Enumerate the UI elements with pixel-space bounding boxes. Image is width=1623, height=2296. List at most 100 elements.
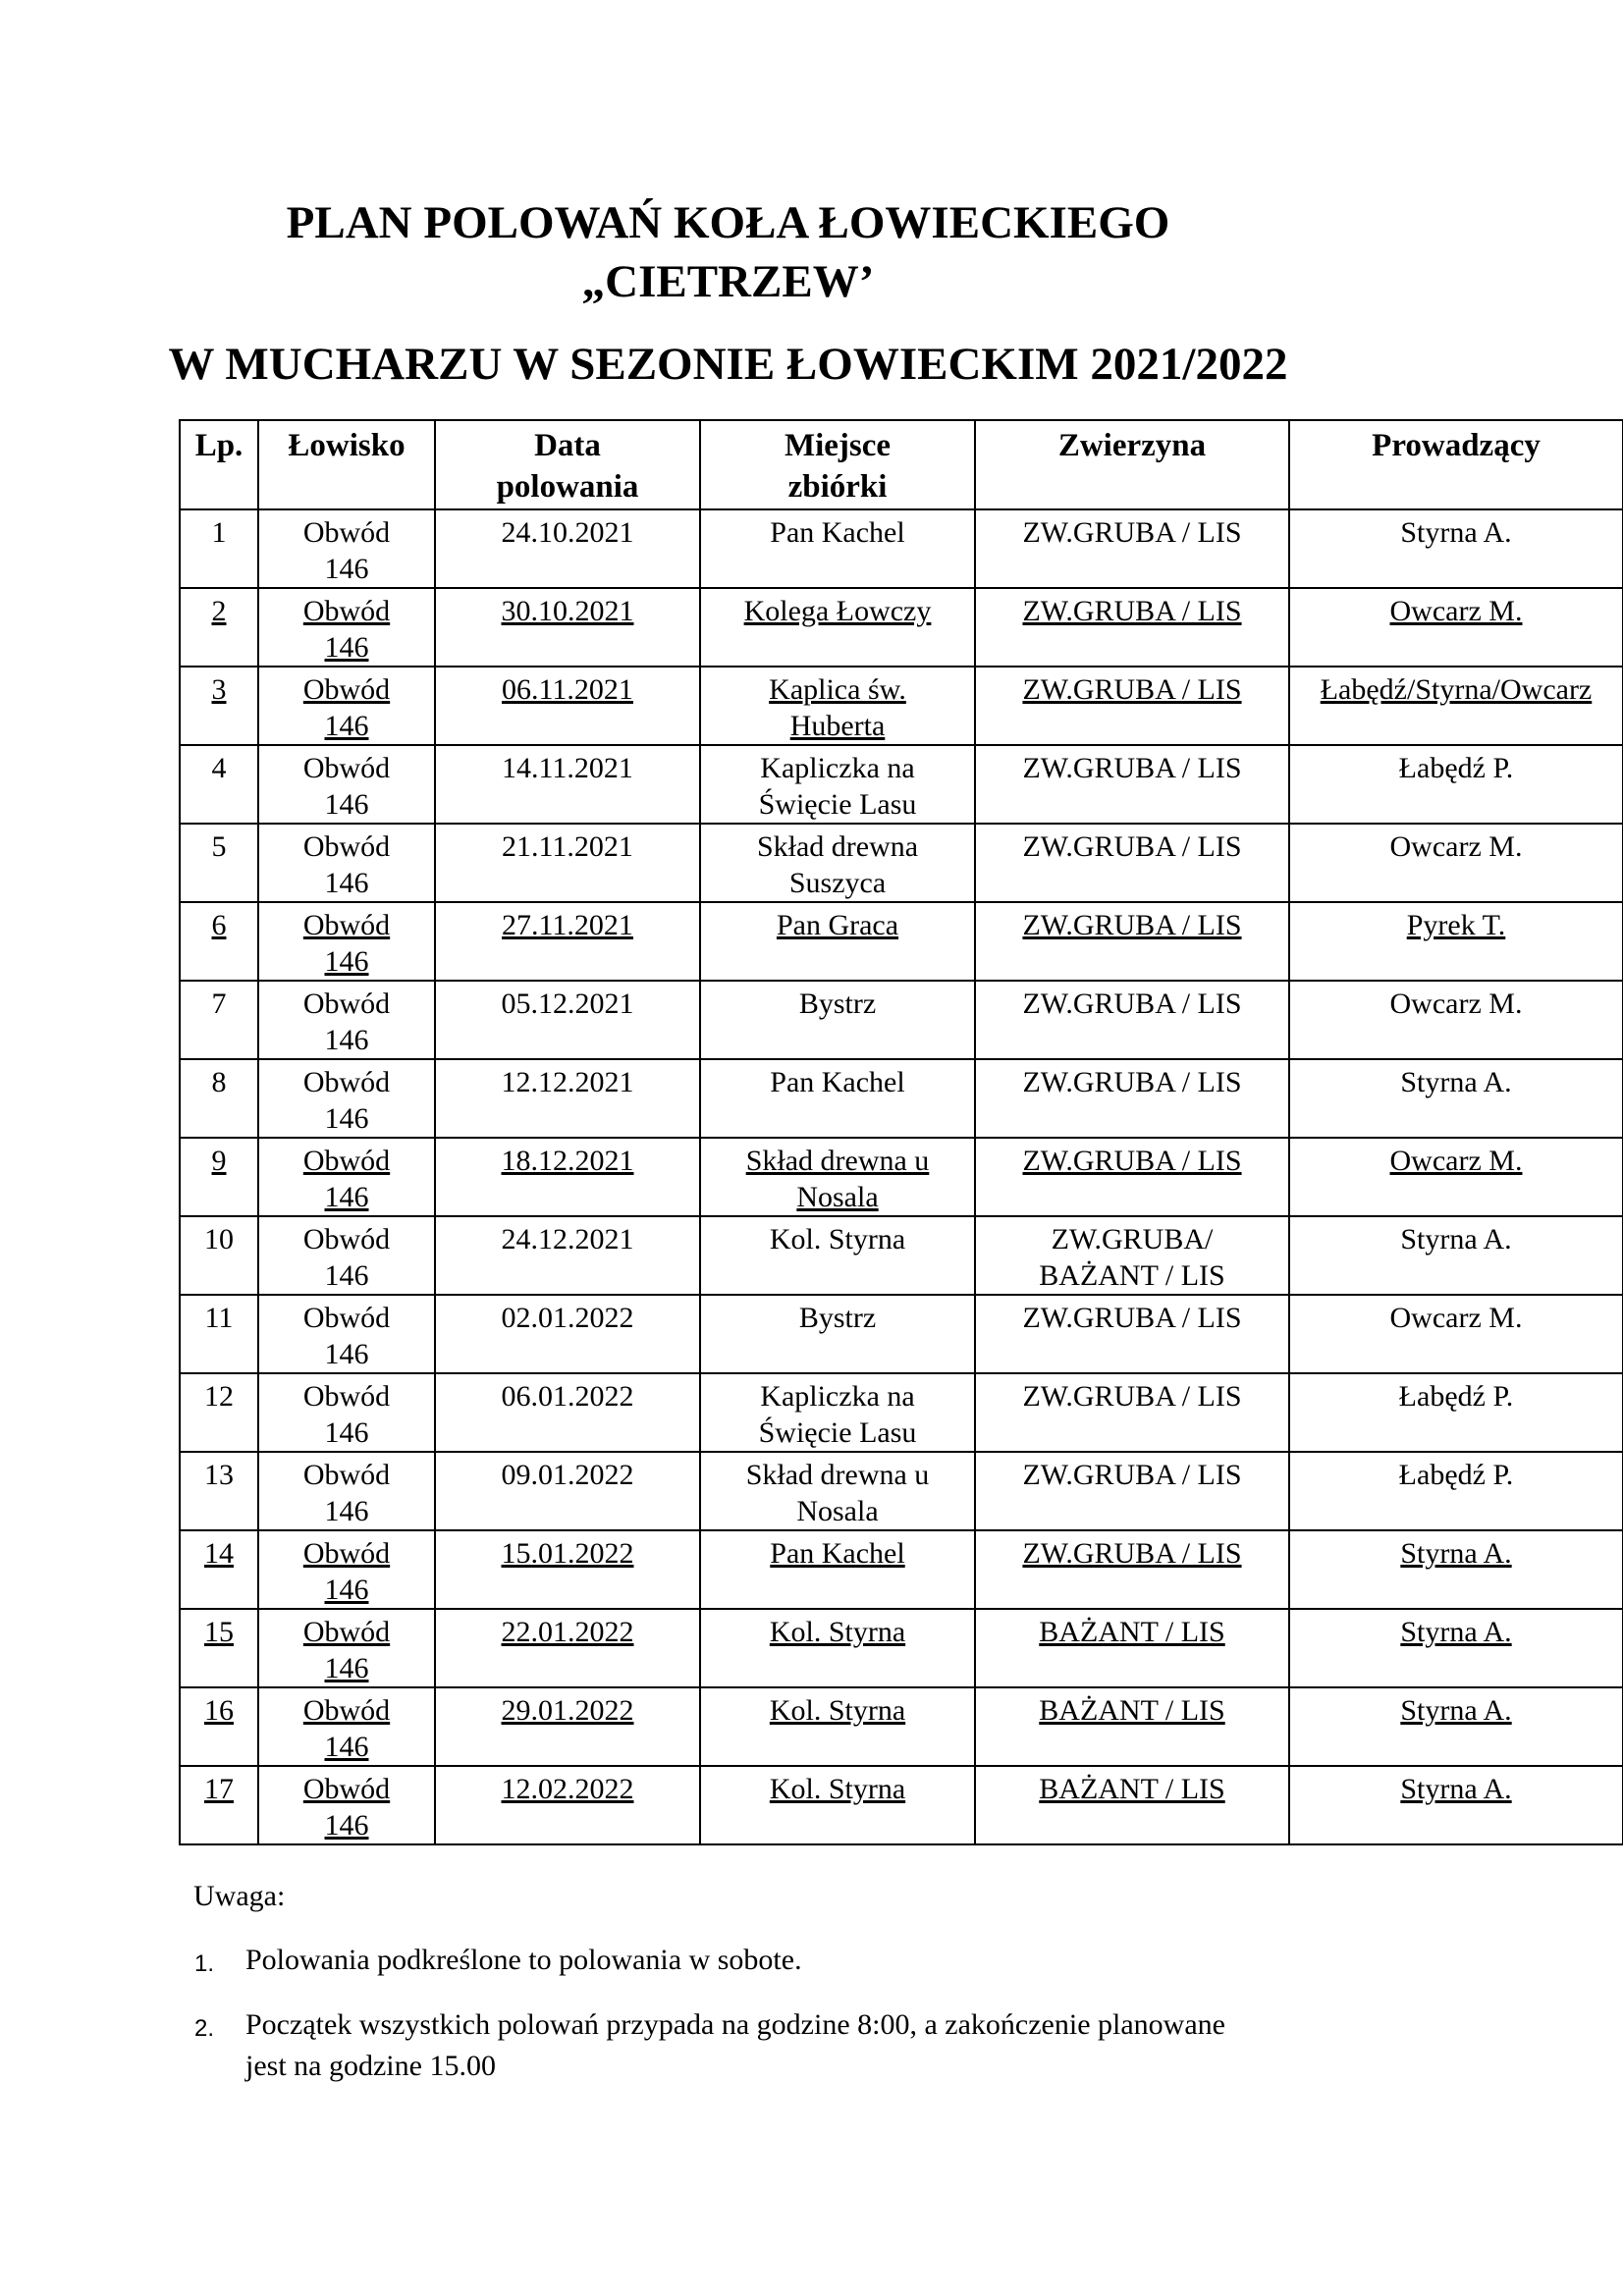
cell-text: 13	[204, 1459, 234, 1491]
cell-text: 09.01.2022	[501, 1459, 634, 1491]
cell-text: 7	[211, 988, 227, 1020]
cell-text: ZW.GRUBA / LIS	[1022, 909, 1242, 941]
cell-text: Obwód	[302, 1459, 391, 1491]
cell-text: Kol. Styrna	[769, 1773, 906, 1805]
cell-zwierzyna: BAŻANT / LIS	[974, 1686, 1290, 1767]
cell-text: 146	[324, 945, 369, 978]
header-lowisko: Łowisko	[257, 419, 436, 510]
cell-lowisko: Obwód 146	[257, 901, 436, 982]
table-row: 1 Obwód 146 24.10.2021 Pan Kachel ZW.GRUBA / …	[179, 508, 1623, 589]
cell-text: ZW.GRUBA / LIS	[1022, 1459, 1242, 1491]
cell-text: 146	[324, 1809, 369, 1842]
cell-text: Skład drewna u	[745, 1459, 930, 1491]
cell-text: 16	[204, 1694, 234, 1727]
cell-text: ZW.GRUBA / LIS	[1022, 830, 1242, 863]
cell-text: 146	[324, 553, 369, 585]
cell-text: 2	[211, 595, 227, 627]
cell-text: ZW.GRUBA/	[1051, 1223, 1214, 1255]
cell-text: 4	[211, 752, 227, 784]
cell-zwierzyna: ZW.GRUBA / LIS	[974, 666, 1290, 746]
cell-text: Pan Kachel	[770, 1066, 905, 1098]
cell-lp: 13	[179, 1451, 259, 1531]
cell-text: 05.12.2021	[501, 988, 634, 1020]
cell-text: 6	[211, 909, 227, 941]
cell-prowadzacy: Styrna A.	[1288, 1529, 1623, 1610]
cell-text: 146	[324, 788, 369, 821]
cell-data-polowania: 18.12.2021	[434, 1137, 701, 1217]
cell-miejsce-zbiorki: Kapliczka na Święcie Lasu	[699, 1372, 976, 1453]
cell-text: Bystrz	[798, 1302, 877, 1334]
cell-zwierzyna: ZW.GRUBA / LIS	[974, 1529, 1290, 1610]
cell-text: 146	[324, 1181, 369, 1213]
cell-text: 18.12.2021	[501, 1145, 634, 1177]
header-text: polowania	[496, 469, 639, 505]
cell-text: 12.02.2022	[501, 1773, 634, 1805]
cell-prowadzacy: Łabędź/Styrna/Owcarz	[1288, 666, 1623, 746]
cell-data-polowania: 14.11.2021	[434, 744, 701, 825]
cell-zwierzyna: ZW.GRUBA / LIS	[974, 1137, 1290, 1217]
cell-text: Styrna A.	[1400, 1066, 1512, 1098]
cell-text: ZW.GRUBA / LIS	[1022, 673, 1242, 706]
cell-data-polowania: 29.01.2022	[434, 1686, 701, 1767]
cell-lp: 2	[179, 587, 259, 667]
cell-data-polowania: 02.01.2022	[434, 1294, 701, 1374]
cell-text: Owcarz M.	[1389, 1302, 1523, 1334]
cell-zwierzyna: ZW.GRUBA / LIS	[974, 1451, 1290, 1531]
cell-text: Obwód	[302, 673, 391, 706]
header-text: Miejsce	[784, 428, 892, 463]
cell-text: 9	[211, 1145, 227, 1177]
header-text: Zwierzyna	[1057, 428, 1207, 463]
cell-prowadzacy: Styrna A.	[1288, 1058, 1623, 1139]
cell-text: Styrna A.	[1400, 1773, 1512, 1805]
cell-text: 12	[204, 1380, 234, 1413]
header-text: zbiórki	[787, 469, 888, 505]
cell-text: 146	[324, 1024, 369, 1056]
cell-text: Kapliczka na	[760, 1380, 915, 1413]
table-row: 17 Obwód 146 12.02.2022 Kol. Styrna BAŻANT / …	[179, 1765, 1623, 1845]
cell-lp: 7	[179, 980, 259, 1060]
cell-prowadzacy: Styrna A.	[1288, 508, 1623, 589]
cell-lowisko: Obwód 146	[257, 1765, 436, 1845]
cell-data-polowania: 24.12.2021	[434, 1215, 701, 1296]
cell-text: Pan Kachel	[770, 1537, 905, 1570]
cell-prowadzacy: Styrna A.	[1288, 1608, 1623, 1688]
cell-text: 146	[324, 631, 369, 664]
cell-lowisko: Obwód 146	[257, 823, 436, 903]
cell-miejsce-zbiorki: Kolega Łowczy	[699, 587, 976, 667]
cell-text: 14.11.2021	[502, 752, 633, 784]
cell-text: ZW.GRUBA / LIS	[1022, 1302, 1242, 1334]
cell-zwierzyna: ZW.GRUBA / LIS	[974, 980, 1290, 1060]
header-text: Łowisko	[288, 428, 406, 463]
cell-prowadzacy: Owcarz M.	[1288, 980, 1623, 1060]
note-number: 1.	[194, 1950, 215, 1977]
cell-lowisko: Obwód 146	[257, 1137, 436, 1217]
cell-text: Styrna A.	[1400, 1616, 1512, 1648]
table-row: 9 Obwód 146 18.12.2021 Skład drewna u Nosala Z…	[179, 1137, 1623, 1217]
note-item-2: 2. Początek wszystkich polowań przypada …	[194, 2004, 1476, 2087]
cell-data-polowania: 05.12.2021	[434, 980, 701, 1060]
header-prowadzacy: Prowadzący	[1288, 419, 1623, 510]
cell-text: ZW.GRUBA / LIS	[1022, 752, 1242, 784]
cell-lowisko: Obwód 146	[257, 1686, 436, 1767]
table-row: 16 Obwód 146 29.01.2022 Kol. Styrna BAŻANT / …	[179, 1686, 1623, 1767]
cell-prowadzacy: Łabędź P.	[1288, 744, 1623, 825]
cell-text: 22.01.2022	[501, 1616, 634, 1648]
cell-prowadzacy: Łabędź P.	[1288, 1372, 1623, 1453]
cell-text: 27.11.2021	[502, 909, 633, 941]
cell-text: Obwód	[302, 988, 391, 1020]
cell-lowisko: Obwód 146	[257, 1215, 436, 1296]
note-text: Początek wszystkich polowań przypada na …	[245, 2008, 1225, 2041]
cell-miejsce-zbiorki: Bystrz	[699, 1294, 976, 1374]
cell-miejsce-zbiorki: Bystrz	[699, 980, 976, 1060]
cell-text: ZW.GRUBA / LIS	[1022, 1537, 1242, 1570]
cell-lowisko: Obwód 146	[257, 1058, 436, 1139]
cell-lp: 17	[179, 1765, 259, 1845]
cell-text: Styrna A.	[1400, 1537, 1512, 1570]
cell-lowisko: Obwód 146	[257, 1529, 436, 1610]
cell-text: Obwód	[302, 1380, 391, 1413]
cell-text: 12.12.2021	[501, 1066, 634, 1098]
cell-text: Skład drewna u	[745, 1145, 930, 1177]
header-data-polowania: Data polowania	[434, 419, 701, 510]
cell-text: 06.01.2022	[501, 1380, 634, 1413]
cell-text: 21.11.2021	[502, 830, 633, 863]
